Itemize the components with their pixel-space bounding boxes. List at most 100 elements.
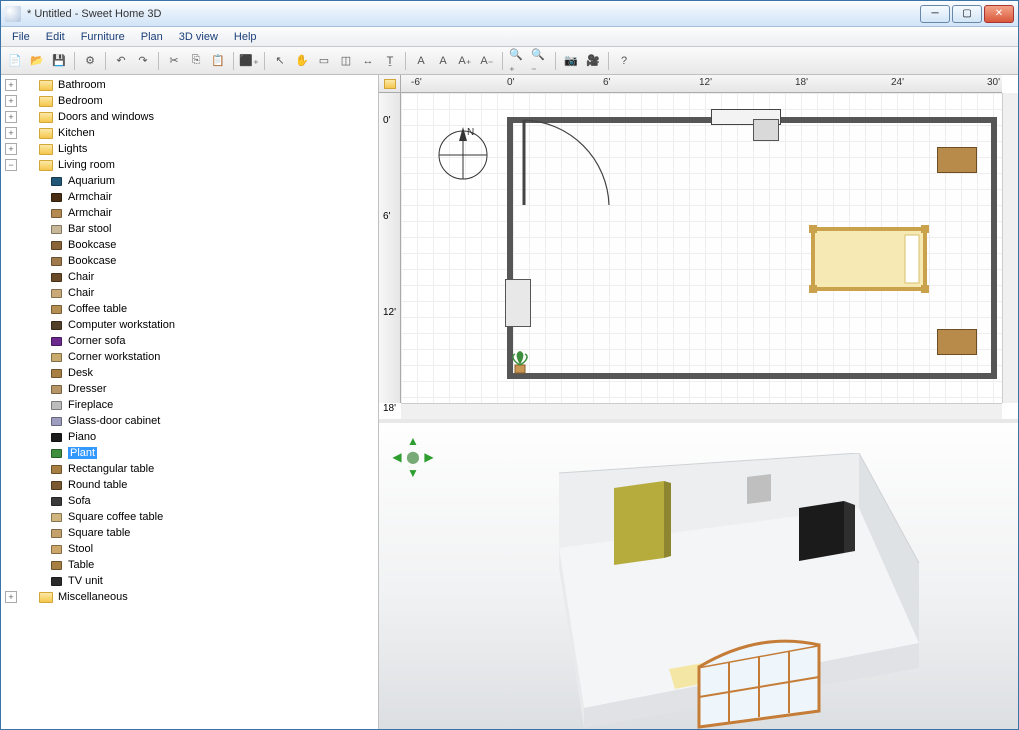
expand-icon[interactable]: + (5, 143, 17, 155)
tree-item-dresser[interactable]: Dresser (1, 381, 378, 397)
tree-item-square-table[interactable]: Square table (1, 525, 378, 541)
save-icon[interactable]: 💾 (49, 51, 69, 71)
nav-left-icon[interactable]: ◀ (389, 449, 405, 465)
tree-category-doors-and-windows[interactable]: +Doors and windows (1, 109, 378, 125)
bigger-icon[interactable]: A₊ (455, 51, 475, 71)
tree-item-computer-workstation[interactable]: Computer workstation (1, 317, 378, 333)
tree-item-corner-sofa[interactable]: Corner sofa (1, 333, 378, 349)
tree-item-aquarium[interactable]: Aquarium (1, 173, 378, 189)
tree-item-sofa[interactable]: Sofa (1, 493, 378, 509)
expand-icon[interactable]: + (5, 79, 17, 91)
view-3d[interactable]: ▲ ◀ ⬤ ▶ ▼ (379, 423, 1018, 729)
ruler-tick: 6' (383, 211, 390, 222)
plan-dresser-top[interactable] (937, 147, 977, 173)
furniture-icon (49, 446, 63, 460)
text-icon[interactable]: Ṯ (380, 51, 400, 71)
tree-item-stool[interactable]: Stool (1, 541, 378, 557)
prefs-icon[interactable]: ⚙ (80, 51, 100, 71)
menu-file[interactable]: File (5, 30, 37, 44)
menu-furniture[interactable]: Furniture (74, 30, 132, 44)
tree-item-desk[interactable]: Desk (1, 365, 378, 381)
tree-item-bar-stool[interactable]: Bar stool (1, 221, 378, 237)
menu-3d-view[interactable]: 3D view (172, 30, 225, 44)
room-icon[interactable]: ◫ (336, 51, 356, 71)
furniture-icon (49, 238, 63, 252)
tree-item-rectangular-table[interactable]: Rectangular table (1, 461, 378, 477)
tree-item-tv-unit[interactable]: TV unit (1, 573, 378, 589)
tree-category-living-room[interactable]: −Living room (1, 157, 378, 173)
tree-item-chair[interactable]: Chair (1, 285, 378, 301)
plan-bed[interactable] (809, 221, 929, 300)
furniture-tree[interactable]: +Bathroom+Bedroom+Doors and windows+Kitc… (1, 75, 379, 729)
maximize-button[interactable]: ▢ (952, 5, 982, 23)
paste-icon[interactable]: 📋 (208, 51, 228, 71)
collapse-icon[interactable]: − (5, 159, 17, 171)
folder-icon (39, 96, 53, 107)
new-icon[interactable]: 📄 (5, 51, 25, 71)
open-icon[interactable]: 📂 (27, 51, 47, 71)
close-button[interactable]: ✕ (984, 5, 1014, 23)
smaller-icon[interactable]: A₋ (477, 51, 497, 71)
cut-icon[interactable]: ✂ (164, 51, 184, 71)
tree-category-lights[interactable]: +Lights (1, 141, 378, 157)
plan-wall-bump[interactable] (505, 279, 531, 327)
expand-icon[interactable]: + (5, 95, 17, 107)
tree-item-round-table[interactable]: Round table (1, 477, 378, 493)
video-icon[interactable]: 🎥 (583, 51, 603, 71)
menu-edit[interactable]: Edit (39, 30, 72, 44)
compass[interactable]: N (433, 123, 493, 183)
svg-text:N: N (467, 127, 474, 138)
italic-icon[interactable]: A (433, 51, 453, 71)
tree-item-armchair[interactable]: Armchair (1, 189, 378, 205)
tree-item-plant[interactable]: Plant (1, 445, 378, 461)
tree-item-corner-workstation[interactable]: Corner workstation (1, 349, 378, 365)
tree-item-chair[interactable]: Chair (1, 269, 378, 285)
plan-appliance[interactable] (753, 119, 779, 141)
expand-icon[interactable]: + (5, 127, 17, 139)
tree-category-kitchen[interactable]: +Kitchen (1, 125, 378, 141)
menu-plan[interactable]: Plan (134, 30, 170, 44)
tree-item-bookcase[interactable]: Bookcase (1, 253, 378, 269)
nav-right-icon[interactable]: ▶ (421, 449, 437, 465)
plan-plant[interactable] (509, 349, 533, 378)
help-icon[interactable]: ? (614, 51, 634, 71)
copy-icon[interactable]: ⎘ (186, 51, 206, 71)
tree-item-piano[interactable]: Piano (1, 429, 378, 445)
redo-icon[interactable]: ↷ (133, 51, 153, 71)
plan-view[interactable]: -6'0'6'12'18'24'30' 0'6'12'18' N (379, 75, 1018, 423)
plan-door-arc[interactable] (521, 117, 615, 214)
tree-item-bookcase[interactable]: Bookcase (1, 237, 378, 253)
tree-item-armchair[interactable]: Armchair (1, 205, 378, 221)
tree-item-glass-door-cabinet[interactable]: Glass-door cabinet (1, 413, 378, 429)
expand-icon[interactable]: + (5, 111, 17, 123)
menu-help[interactable]: Help (227, 30, 264, 44)
plan-scroll-horizontal[interactable] (401, 403, 1002, 419)
nav-pad[interactable]: ▲ ◀ ⬤ ▶ ▼ (389, 433, 437, 481)
dimension-icon[interactable]: ↔ (358, 51, 378, 71)
add-furniture-icon[interactable]: ⬛₊ (239, 51, 259, 71)
pan-icon[interactable]: ✋ (292, 51, 312, 71)
tree-category-miscellaneous[interactable]: +Miscellaneous (1, 589, 378, 605)
zoom-out-icon[interactable]: 🔍₋ (530, 51, 550, 71)
tree-item-table[interactable]: Table (1, 557, 378, 573)
tree-category-bedroom[interactable]: +Bedroom (1, 93, 378, 109)
wall-icon[interactable]: ▭ (314, 51, 334, 71)
plan-dresser-bottom[interactable] (937, 329, 977, 355)
bold-icon[interactable]: A (411, 51, 431, 71)
minimize-button[interactable]: ─ (920, 5, 950, 23)
undo-icon[interactable]: ↶ (111, 51, 131, 71)
tree-item-coffee-table[interactable]: Coffee table (1, 301, 378, 317)
select-icon[interactable]: ↖ (270, 51, 290, 71)
nav-down-icon[interactable]: ▼ (405, 465, 421, 481)
tree-item-square-coffee-table[interactable]: Square coffee table (1, 509, 378, 525)
furniture-icon (49, 526, 63, 540)
tree-item-fireplace[interactable]: Fireplace (1, 397, 378, 413)
nav-center-icon[interactable]: ⬤ (405, 449, 421, 465)
photo-icon[interactable]: 📷 (561, 51, 581, 71)
zoom-in-icon[interactable]: 🔍₊ (508, 51, 528, 71)
plan-canvas[interactable]: N (401, 93, 1002, 403)
nav-up-icon[interactable]: ▲ (405, 433, 421, 449)
tree-category-bathroom[interactable]: +Bathroom (1, 77, 378, 93)
expand-icon[interactable]: + (5, 591, 17, 603)
plan-scroll-vertical[interactable] (1002, 93, 1018, 403)
